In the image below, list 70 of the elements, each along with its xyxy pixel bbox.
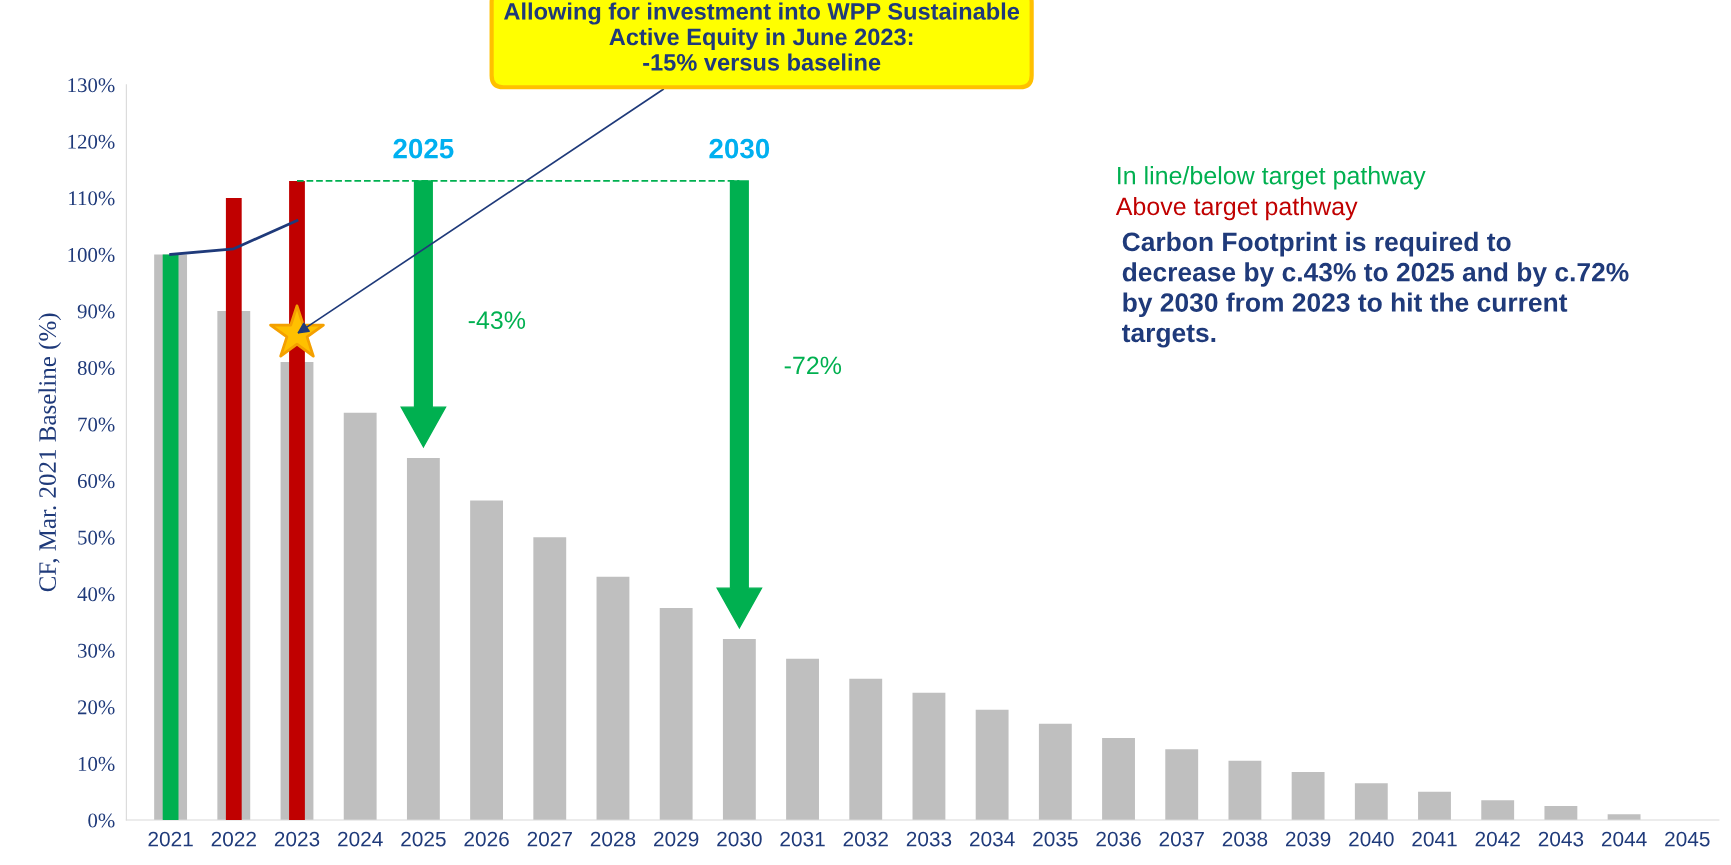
bar xyxy=(470,500,504,821)
y-tick-label: 40% xyxy=(77,587,115,602)
y-axis-title: CF, Mar. 2021 Baseline (%) xyxy=(38,313,62,592)
annotation: 2025 xyxy=(393,138,454,159)
bar xyxy=(1544,805,1578,821)
text: In line/below target pathway xyxy=(1118,166,1426,190)
bar xyxy=(1354,783,1388,821)
x-tick-label: 2041 xyxy=(1412,831,1457,847)
y-tick-label: 70% xyxy=(78,417,115,432)
x-tick-label: 2030 xyxy=(717,831,762,847)
x-tick-label: 2039 xyxy=(1285,831,1331,847)
y-tick-label: 0% xyxy=(88,813,115,828)
y-tick-label: 130% xyxy=(68,78,115,93)
bar xyxy=(162,254,179,821)
y-tick-label: 120% xyxy=(68,134,115,149)
bar xyxy=(1102,738,1135,821)
x-tick-label: 2034 xyxy=(970,831,1015,847)
annotation: Carbon Footprint is required to decrease by c.43% to 2025 and by c.72% by 2030 from 2023 to hit the current targets. xyxy=(1122,231,1629,348)
x-tick-label: 2043 xyxy=(1538,831,1584,847)
bar xyxy=(912,692,946,821)
bar xyxy=(786,658,819,821)
x-tick-label: 2032 xyxy=(843,831,888,847)
bar xyxy=(1228,760,1262,821)
bar xyxy=(1418,791,1451,821)
bar xyxy=(1038,723,1072,821)
annotation: -43% xyxy=(468,311,526,330)
text: Above target pathway xyxy=(1115,196,1358,221)
annotation: -72% xyxy=(784,356,842,375)
x-tick-label: 2027 xyxy=(527,831,572,847)
bar xyxy=(1481,800,1515,821)
y-tick-label: 100% xyxy=(68,247,115,262)
x-tick-label: 2040 xyxy=(1349,831,1394,847)
x-tick-label: 2033 xyxy=(906,831,952,847)
x-tick-label: 2045 xyxy=(1665,831,1710,847)
bar xyxy=(533,537,567,821)
x-tick-label: 2021 xyxy=(148,831,193,847)
x-tick-label: 2022 xyxy=(211,831,256,847)
x-tick-label: 2044 xyxy=(1601,831,1647,847)
bar xyxy=(406,458,440,821)
y-tick-label: 80% xyxy=(77,360,115,376)
bar xyxy=(1291,771,1325,821)
bar xyxy=(849,678,883,821)
x-tick-label: 2037 xyxy=(1159,831,1204,847)
x-tick-label: 2026 xyxy=(464,831,509,847)
bar xyxy=(722,639,756,821)
bar xyxy=(225,197,242,821)
bar xyxy=(975,709,1009,821)
x-tick-label: 2031 xyxy=(780,831,825,847)
x-tick-label: 2024 xyxy=(338,831,383,847)
y-tick-label: 90% xyxy=(77,304,115,319)
y-tick-label: 50% xyxy=(78,530,115,545)
x-tick-label: 2025 xyxy=(401,831,446,847)
bar xyxy=(1165,749,1199,821)
x-tick-label: 2029 xyxy=(654,831,699,847)
bar xyxy=(596,576,630,821)
bar xyxy=(659,607,693,821)
x-tick-label: 2042 xyxy=(1475,831,1520,847)
bar xyxy=(343,412,377,821)
x-tick-label: 2023 xyxy=(274,831,320,847)
x-tick-label: 2028 xyxy=(590,831,636,847)
x-tick-label: 2038 xyxy=(1222,831,1268,847)
x-tick-label: 2036 xyxy=(1096,831,1141,847)
y-tick-label: 60% xyxy=(77,474,115,489)
y-tick-label: 20% xyxy=(77,700,115,715)
annotation: 2030 xyxy=(709,138,770,159)
y-tick-label: 110% xyxy=(69,191,115,206)
y-tick-label: 30% xyxy=(78,643,115,658)
x-tick-label: 2035 xyxy=(1033,831,1078,847)
y-tick-label: 10% xyxy=(78,756,115,771)
annotation: Allowing for investment into WPP Sustainable Active Equity in June 2023: -15% versus baseline xyxy=(504,2,1020,71)
